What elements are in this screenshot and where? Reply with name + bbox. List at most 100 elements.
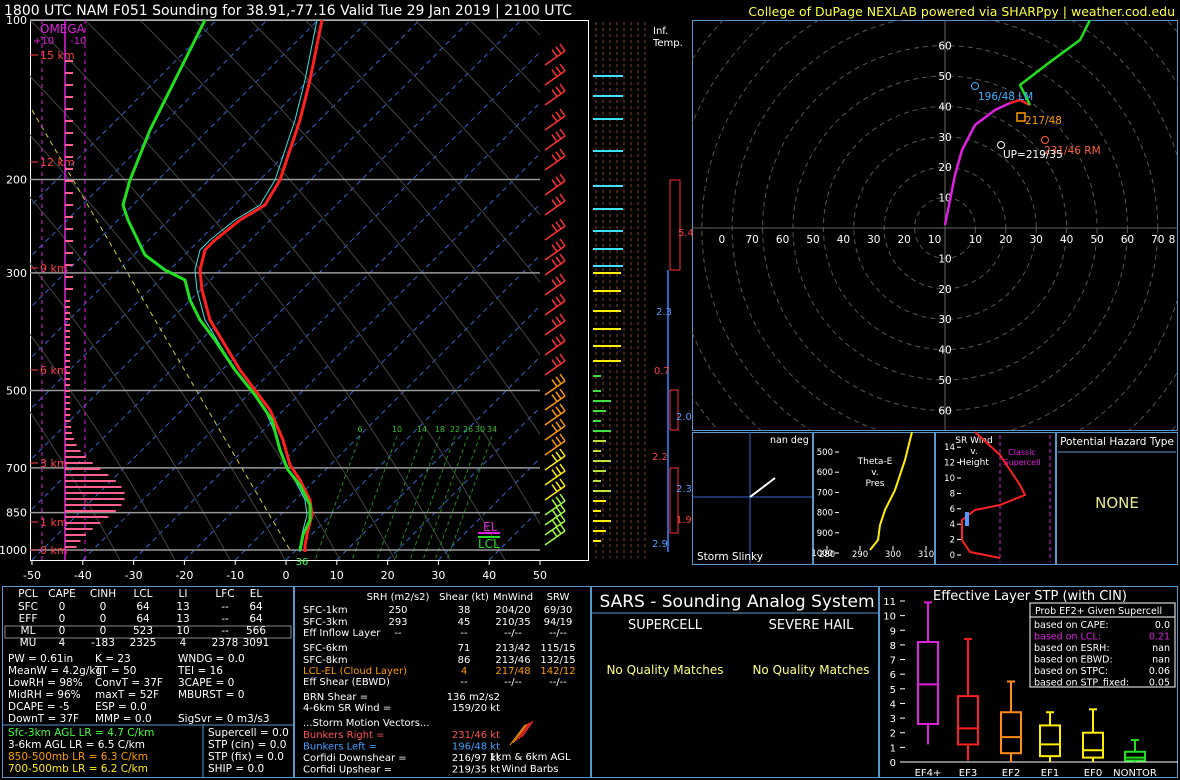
temp-label: 0 (283, 569, 290, 582)
wind-barb-flag (559, 83, 566, 92)
mixing-ratio-label: 10 (392, 425, 402, 434)
omega-bar (65, 132, 73, 134)
wind-barb-flag (551, 259, 558, 268)
index-value: MeanW = 4.2g/kg (8, 665, 102, 677)
wind-barb-flag (551, 469, 558, 478)
wind-barb-flag (551, 244, 558, 253)
parcel-cell: 2378 (212, 637, 239, 649)
parcel-cell: -- (221, 625, 229, 637)
wind-barb-flag (551, 114, 558, 123)
omega-title: OMEGA (40, 22, 86, 36)
wind-barb (544, 470, 566, 486)
stp-y-label: 9 (890, 626, 896, 637)
wind-barb-flag (555, 451, 562, 460)
height-label: 12 km (40, 156, 75, 169)
inferred-temp-bar (593, 510, 601, 512)
kin-label: BRN Shear = (303, 692, 368, 703)
wind-barb-flag (555, 276, 562, 285)
omega-bar (65, 534, 86, 536)
isotherm (30, 20, 471, 462)
kin-header: SRW (547, 592, 570, 603)
mixing-ratio-label: 34 (487, 425, 497, 434)
wind-barb (544, 320, 566, 336)
lm-marker (971, 82, 979, 90)
isotherm (285, 305, 540, 560)
wind-barb (544, 410, 566, 426)
wind-barb (544, 440, 566, 456)
omega-bar (65, 480, 116, 482)
stp-y-label: 8 (890, 641, 896, 652)
wind-barb-flag (555, 221, 562, 230)
omega-bar (65, 402, 71, 404)
wind-barb (544, 510, 566, 526)
index-value: ESP = 0.0 (95, 701, 147, 713)
omega-bar (65, 204, 73, 206)
wind-barb (544, 200, 566, 216)
sr-wind-y-label: 10 (944, 474, 955, 484)
mean-label: 217/48 (1025, 115, 1062, 127)
omega-bar (65, 216, 73, 218)
kin-cell: 210/35 (495, 617, 530, 628)
stp-category: NONTOR (1113, 768, 1157, 779)
isotherm (82, 102, 540, 560)
omega-bar (65, 330, 70, 332)
wind-barb-flag (555, 391, 562, 400)
wind-barb-flag (551, 484, 558, 493)
height-label: 9 km (40, 262, 68, 275)
inferred-temp-bar (593, 345, 621, 347)
wind-barb-flag (559, 388, 566, 397)
dry-adiabat (194, 20, 540, 436)
isotherm (387, 406, 540, 560)
theta-e-y-label: 800 (817, 509, 833, 519)
composite-param: STP (cin) = 0.0 (208, 739, 286, 751)
rm-marker (1041, 136, 1049, 144)
prob-value: nan (1152, 643, 1170, 654)
mixing-ratio-label: 18 (435, 425, 445, 434)
stp-title: Effective Layer STP (with CIN) (933, 589, 1127, 604)
omega-bar (65, 144, 73, 146)
slinky-frame (692, 432, 813, 565)
barb-icon (512, 723, 528, 744)
wind-barb-flag (555, 241, 562, 250)
dry-adiabat (304, 20, 540, 284)
height-label: 1 km (40, 516, 68, 529)
lm-label: 196/48 LM (978, 91, 1033, 103)
inferred-temp-bar (593, 208, 623, 210)
motion-label: Bunkers Left = (303, 742, 377, 753)
index-value: MBURST = 0 (178, 689, 244, 701)
kin-cell: 213/46 (495, 655, 530, 666)
height-label: 3 km (40, 457, 68, 470)
hodo-x-label: 40 (1060, 234, 1073, 246)
wind-barb-flag (551, 49, 558, 58)
wind-barb-flag (559, 253, 566, 262)
wind-barb (544, 455, 566, 471)
wind-barb-flag (559, 193, 566, 202)
pressure-label: 1000 (0, 544, 27, 557)
sars-frame (591, 586, 879, 778)
omega-bar (65, 468, 101, 470)
kin-header: MnWind (493, 592, 533, 603)
wind-barb-flag (559, 478, 566, 487)
pressure-label: 300 (6, 267, 27, 280)
parcel-cell: 0 (59, 613, 66, 625)
index-value: DownT = 37F (8, 713, 79, 725)
dry-adiabat (30, 333, 176, 560)
index-value: 3CAPE = 0 (178, 677, 234, 689)
omega-bar (65, 504, 122, 506)
barb-icon (518, 721, 532, 740)
wind-barb-flag (551, 319, 558, 328)
wind-barb-flag (551, 509, 558, 518)
lapse-rate: 3-6km AGL LR = 6.5 C/km (8, 739, 145, 751)
inferred-value: 1.9 (676, 515, 692, 526)
slinky-title: nan deg (770, 435, 809, 446)
kin-cell: -- (460, 677, 468, 688)
barb-icon (521, 720, 534, 738)
inferred-temp-bar (593, 530, 606, 532)
wind-barb-flag (551, 224, 558, 233)
parcel-cell: 13 (176, 601, 189, 613)
inferred-title: Temp. (652, 38, 683, 49)
ring-label: 40 (938, 345, 951, 357)
lapse-rate: Sfc-3km AGL LR = 4.7 C/km (8, 727, 154, 739)
stp-category: EF4+ (915, 768, 942, 779)
